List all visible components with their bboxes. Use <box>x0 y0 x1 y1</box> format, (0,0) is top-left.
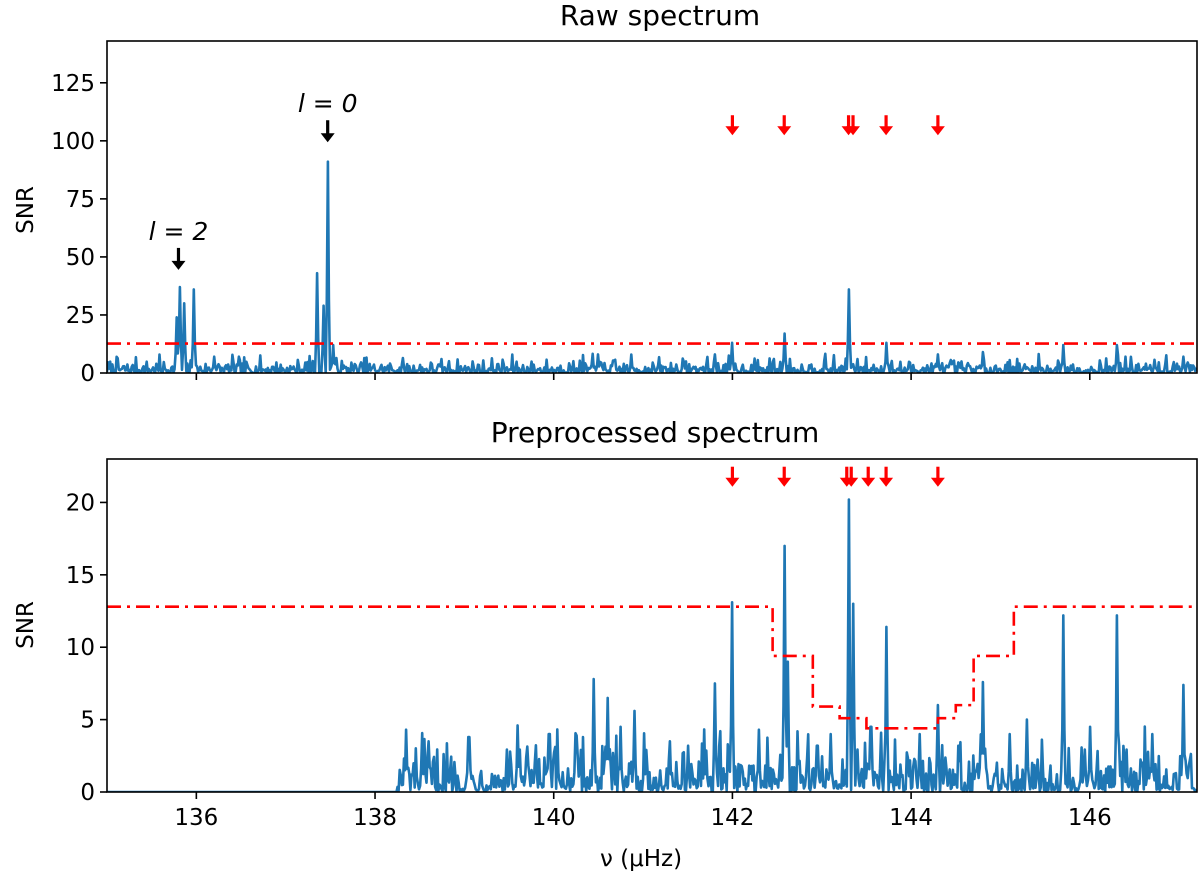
x-tick-label: 136 <box>174 805 218 831</box>
x-tick-label: 146 <box>1068 805 1112 831</box>
red-arrow <box>930 466 945 487</box>
y-tick-label: 5 <box>80 708 95 734</box>
preprocessed-spectrum-plot-area <box>107 466 1197 792</box>
raw-spectrum-plot-area: l = 2 l = 0 <box>107 89 1197 373</box>
mode-label: l = 0 <box>298 89 358 118</box>
red-arrow <box>846 115 861 136</box>
preprocessed-spectrum-axes: 0 5 10 15 20 136 138 140 142 144 146 <box>66 458 1198 831</box>
mode-annotation: l = 0 <box>298 89 358 143</box>
axes-frame <box>106 458 1198 793</box>
preprocessed-spectrum-xlabel: ν (μHz) <box>600 846 682 872</box>
red-arrow <box>777 115 792 136</box>
y-tick-label: 125 <box>51 71 95 97</box>
mode-annotation: l = 2 <box>149 217 209 270</box>
x-tick-label: 140 <box>532 805 576 831</box>
preprocessed-spectrum-panel: Preprocessed spectrum SNR ν (μHz) 0 5 10 15… <box>13 416 1198 872</box>
x-tick-label: 144 <box>889 805 933 831</box>
raw-spectrum-ylabel: SNR <box>13 186 39 234</box>
red-arrow <box>844 466 859 487</box>
red-arrow <box>725 466 740 487</box>
raw-spectrum-title: Raw spectrum <box>560 0 760 32</box>
preprocessed-spectrum-title: Preprocessed spectrum <box>491 416 820 449</box>
y-tick-label: 15 <box>66 563 95 589</box>
mode-label: l = 2 <box>149 217 209 246</box>
x-tick-label: 138 <box>353 805 397 831</box>
y-tick-label: 25 <box>66 303 95 329</box>
axes-frame <box>106 40 1198 374</box>
y-tick-label: 20 <box>66 490 95 516</box>
red-arrow <box>930 115 945 136</box>
y-tick-label: 100 <box>51 129 95 155</box>
red-arrow <box>725 115 740 136</box>
y-tick-label: 50 <box>66 245 95 271</box>
spectrum-series <box>107 160 1197 373</box>
red-arrow <box>879 115 894 136</box>
y-tick-label: 0 <box>80 361 95 387</box>
red-arrow <box>861 466 876 487</box>
x-tick-label: 142 <box>710 805 754 831</box>
y-tick-label: 0 <box>80 780 95 806</box>
preprocessed-spectrum-ylabel: SNR <box>13 601 39 649</box>
red-arrow <box>879 466 894 487</box>
raw-spectrum-axes: 0 25 50 75 100 125 <box>51 40 1198 387</box>
spectrum-series <box>107 498 1197 792</box>
threshold-line <box>107 605 1197 730</box>
raw-spectrum-panel: Raw spectrum SNR l = 2 l = 0 0 25 50 75 100 12… <box>13 0 1198 387</box>
red-arrow <box>777 466 792 487</box>
y-tick-label: 10 <box>66 635 95 661</box>
y-tick-label: 75 <box>66 187 95 213</box>
